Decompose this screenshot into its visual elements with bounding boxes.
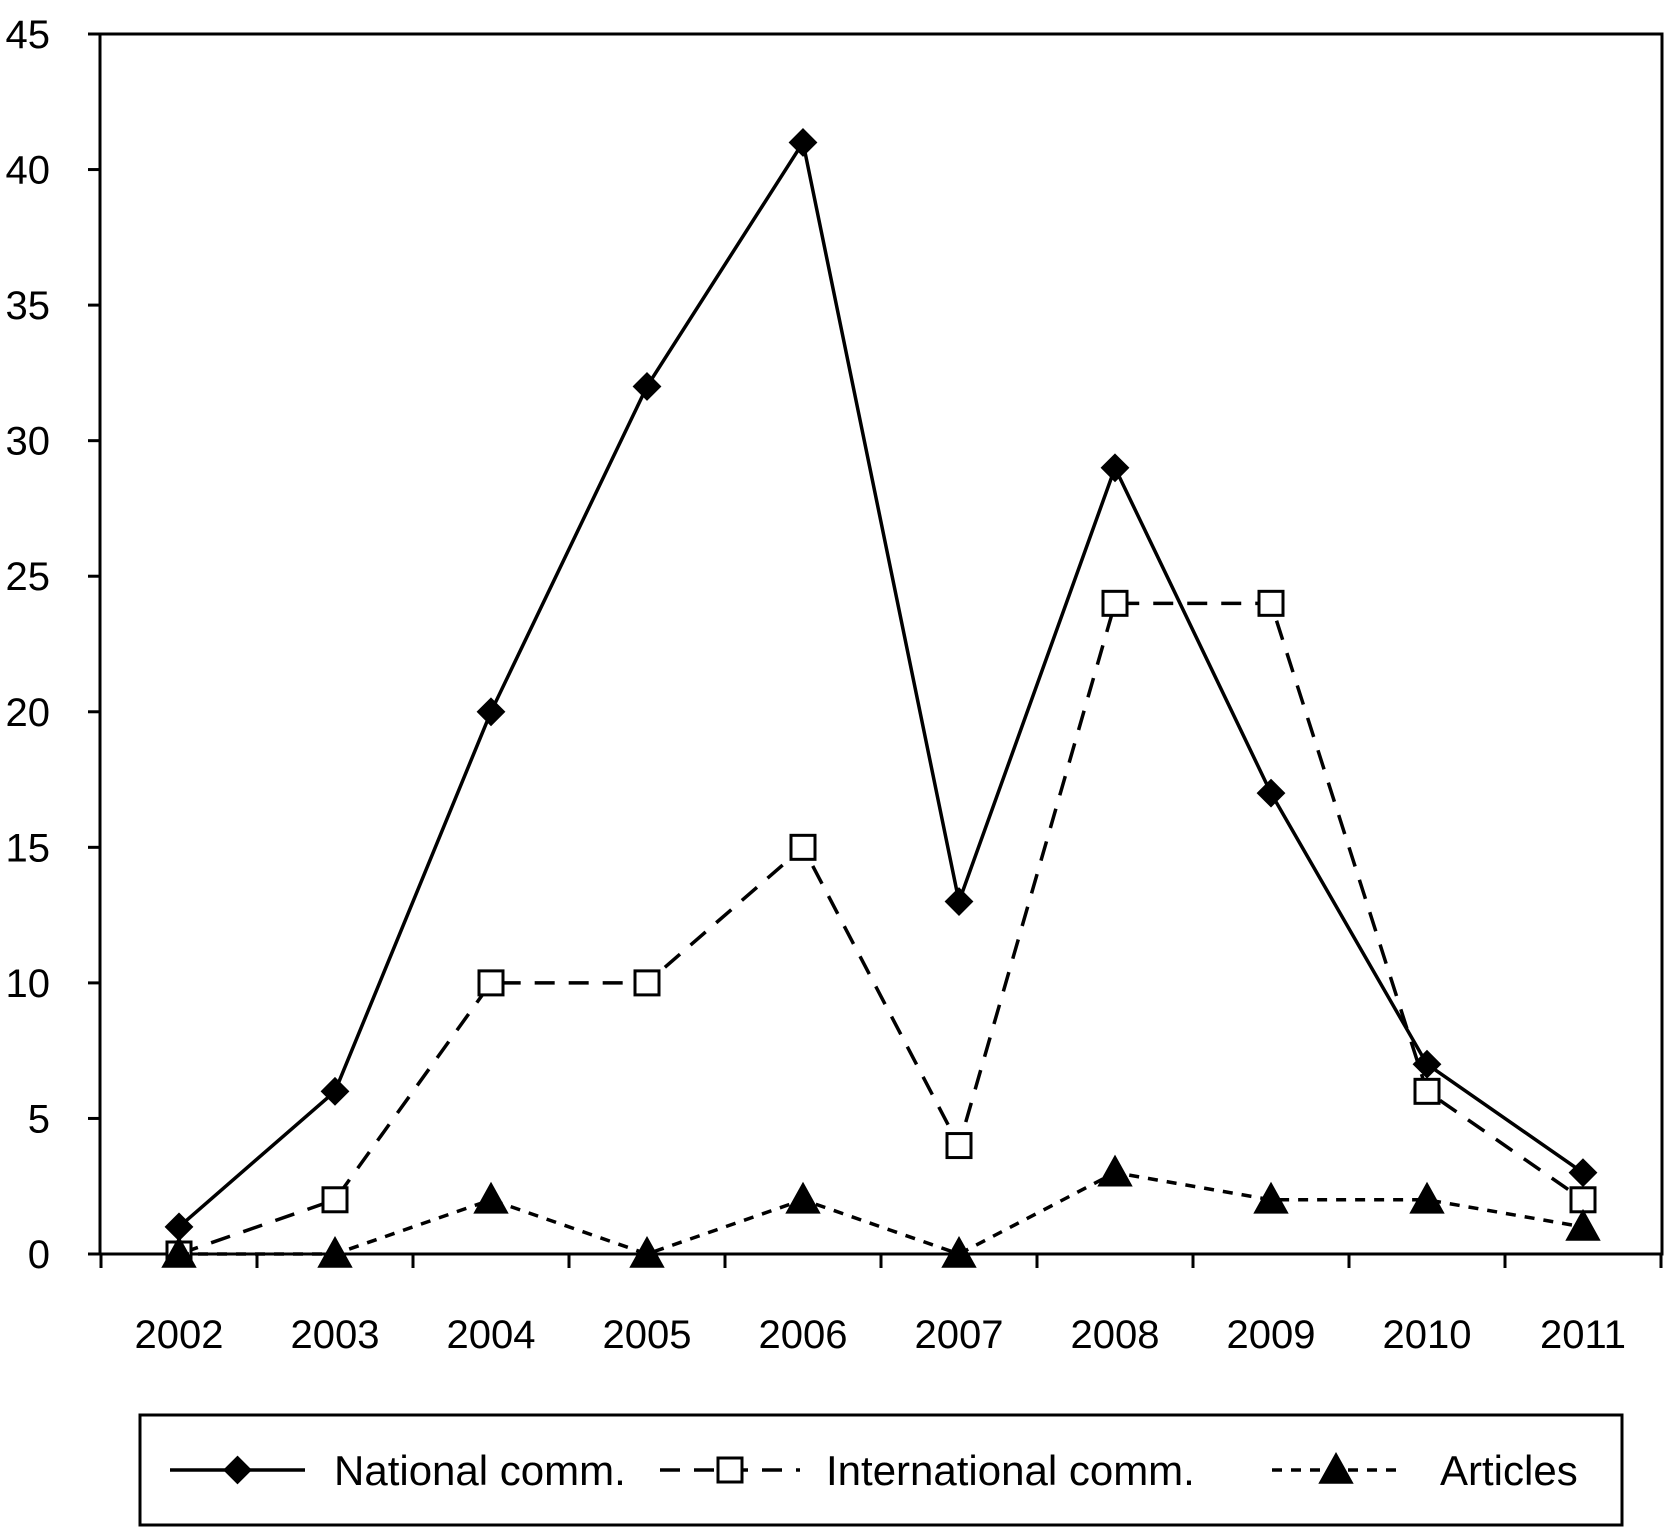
legend-marker bbox=[223, 1455, 252, 1485]
data-point-marker bbox=[633, 969, 661, 997]
data-point-marker bbox=[1413, 1077, 1441, 1105]
legend: National comm. International comm. Article… bbox=[138, 1413, 1624, 1527]
x-tick-label: 2005 bbox=[603, 1313, 692, 1357]
legend-label: National comm. bbox=[334, 1447, 626, 1494]
data-point-marker bbox=[1568, 1158, 1598, 1188]
y-tick-label: 5 bbox=[28, 1097, 50, 1141]
y-tick-label: 0 bbox=[28, 1233, 50, 1277]
data-point-marker bbox=[944, 887, 974, 916]
series-open-square bbox=[165, 589, 1597, 1268]
x-tick-label: 2006 bbox=[759, 1313, 848, 1357]
data-point-marker bbox=[1100, 453, 1130, 483]
x-tick-label: 2007 bbox=[915, 1313, 1004, 1357]
data-point-marker bbox=[1569, 1186, 1597, 1214]
data-point-marker bbox=[1409, 1181, 1445, 1214]
series-line bbox=[179, 1170, 1584, 1256]
legend-marker bbox=[1318, 1451, 1354, 1484]
data-point-marker bbox=[321, 1186, 349, 1214]
series-line bbox=[178, 601, 1584, 1256]
data-point-marker bbox=[473, 1181, 509, 1214]
data-point-marker bbox=[1253, 1181, 1289, 1214]
y-tick-label: 15 bbox=[6, 826, 51, 870]
legend-label: International comm. bbox=[826, 1447, 1195, 1494]
y-tick-label: 45 bbox=[6, 13, 51, 57]
x-axis-ticks: 2002 2003 2004 2005 2006 2007 2008 2009 2010 2011 bbox=[99, 1254, 1663, 1357]
legend-label: Articles bbox=[1440, 1447, 1578, 1494]
data-point-marker bbox=[1412, 1049, 1442, 1079]
data-point-marker bbox=[788, 128, 818, 157]
series-triangle bbox=[161, 1154, 1601, 1268]
x-tick-label: 2010 bbox=[1383, 1313, 1472, 1357]
y-tick-label: 20 bbox=[6, 691, 51, 735]
data-point-marker bbox=[785, 1181, 821, 1214]
x-tick-label: 2011 bbox=[1540, 1313, 1626, 1357]
series-diamond bbox=[164, 128, 1598, 1242]
data-point-marker bbox=[632, 372, 662, 401]
y-tick-label: 30 bbox=[6, 420, 51, 464]
x-tick-label: 2004 bbox=[447, 1313, 536, 1357]
legend-marker bbox=[716, 1456, 744, 1484]
y-axis-ticks: 0 5 10 15 20 25 30 35 40 45 bbox=[6, 13, 100, 1277]
data-point-marker bbox=[1256, 778, 1286, 808]
data-point-marker bbox=[1565, 1208, 1601, 1241]
data-point-marker bbox=[789, 833, 817, 861]
series-layer bbox=[161, 128, 1601, 1268]
x-tick-label: 2002 bbox=[135, 1313, 224, 1357]
x-tick-label: 2009 bbox=[1227, 1313, 1316, 1357]
y-tick-label: 10 bbox=[6, 962, 51, 1006]
y-tick-label: 40 bbox=[6, 149, 51, 193]
y-tick-label: 25 bbox=[6, 555, 51, 599]
y-tick-label: 35 bbox=[6, 284, 51, 328]
data-point-marker bbox=[941, 1235, 977, 1268]
data-point-marker bbox=[477, 969, 505, 997]
x-tick-label: 2003 bbox=[291, 1313, 380, 1357]
data-point-marker bbox=[629, 1235, 665, 1268]
x-tick-label: 2008 bbox=[1071, 1313, 1160, 1357]
data-point-marker bbox=[1097, 1154, 1133, 1187]
data-point-marker bbox=[1257, 589, 1285, 617]
series-line bbox=[177, 137, 1584, 1229]
data-point-marker bbox=[1101, 589, 1129, 617]
data-point-marker bbox=[945, 1132, 973, 1160]
data-point-marker bbox=[161, 1235, 197, 1268]
data-point-marker bbox=[320, 1076, 350, 1106]
data-point-marker bbox=[476, 697, 506, 727]
data-point-marker bbox=[317, 1235, 353, 1268]
